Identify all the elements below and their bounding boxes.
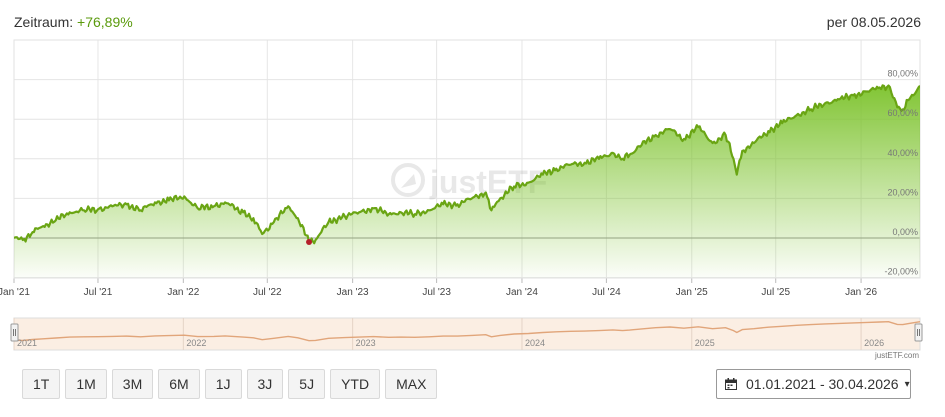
navigator-labels: 2021 2022 2023 2024 2025 2026 — [17, 338, 884, 348]
range-button-5j[interactable]: 5J — [288, 369, 326, 399]
navigator-tick-label: 2021 — [17, 338, 37, 348]
performance-area — [14, 85, 920, 278]
range-button-1j[interactable]: 1J — [204, 369, 242, 399]
y-tick-label: 80,00% — [887, 69, 918, 79]
y-tick-label: -20,00% — [884, 267, 918, 277]
navigator-line — [13, 320, 921, 342]
period-label: Zeitraum: — [14, 14, 74, 30]
min-marker — [306, 238, 313, 245]
navigator[interactable]: 2021 2022 2023 2024 2025 2026 — [10, 317, 923, 351]
range-buttons: 1T 1M 3M 6M 1J 3J 5J YTD MAX — [22, 369, 438, 399]
navigator-left-handle[interactable] — [10, 323, 19, 342]
x-tick-label: Jul '21 — [84, 287, 113, 298]
period-value: +76,89% — [77, 14, 133, 30]
y-tick-label: 20,00% — [887, 187, 918, 197]
date-range-label: 01.01.2021 - 30.04.2026 — [746, 376, 899, 392]
range-button-3j[interactable]: 3J — [246, 369, 284, 399]
navigator-tick-label: 2025 — [695, 338, 715, 348]
navigator-right-handle[interactable] — [914, 323, 923, 342]
as-of-date: per 08.05.2026 — [826, 14, 921, 30]
x-tick-label: Jan '25 — [676, 287, 708, 298]
range-button-1m[interactable]: 1M — [65, 369, 107, 399]
x-tick-label: Jan '22 — [167, 287, 199, 298]
range-button-1t[interactable]: 1T — [22, 369, 61, 399]
y-axis-labels: -20,00% 0,00% 20,00% 40,00% 60,00% 80,00% — [884, 69, 918, 277]
x-tick-label: Jan '23 — [337, 287, 369, 298]
navigator-range — [13, 317, 921, 351]
range-button-max[interactable]: MAX — [385, 369, 438, 399]
y-tick-label: 60,00% — [887, 108, 918, 118]
period-performance: Zeitraum: +76,89% — [14, 14, 133, 30]
x-tick-label: Jul '23 — [422, 287, 451, 298]
range-button-ytd[interactable]: YTD — [330, 369, 381, 399]
calendar-icon — [725, 378, 737, 390]
x-tick-label: Jan '24 — [506, 287, 538, 298]
x-tick-label: Jul '24 — [592, 287, 621, 298]
date-range-picker[interactable]: 01.01.2021 - 30.04.2026 ▾ — [716, 369, 911, 399]
chart-credit: justETF.com — [874, 351, 919, 360]
range-button-3m[interactable]: 3M — [111, 369, 154, 399]
x-tick-label: Jan '21 — [0, 287, 30, 298]
navigator-tick-label: 2023 — [356, 338, 376, 348]
x-tick-label: Jan '26 — [845, 287, 877, 298]
navigator-tick-label: 2024 — [525, 338, 545, 348]
chevron-down-icon: ▾ — [904, 378, 910, 390]
y-tick-label: 40,00% — [887, 148, 918, 158]
y-tick-label: 0,00% — [892, 227, 918, 237]
navigator-tick-label: 2026 — [864, 338, 884, 348]
navigator-tick-label: 2022 — [186, 338, 206, 348]
x-tick-label: Jul '22 — [253, 287, 282, 298]
x-axis-labels: Jan '21 Jul '21 Jan '22 Jul '22 Jan '23 Jul '… — [0, 287, 877, 298]
range-button-6m[interactable]: 6M — [158, 369, 200, 399]
x-tick-label: Jul '25 — [761, 287, 790, 298]
performance-line — [14, 84, 920, 245]
